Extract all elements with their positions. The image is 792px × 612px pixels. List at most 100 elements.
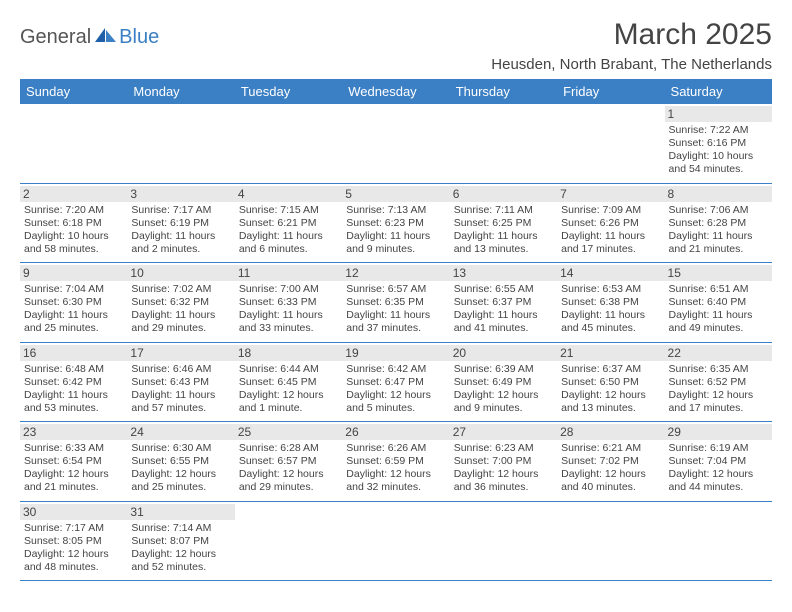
day-details: Sunrise: 7:09 AMSunset: 6:26 PMDaylight:… xyxy=(561,204,660,257)
day-details: Sunrise: 6:51 AMSunset: 6:40 PMDaylight:… xyxy=(669,283,768,336)
day-number: 20 xyxy=(450,345,557,361)
day-details: Sunrise: 6:46 AMSunset: 6:43 PMDaylight:… xyxy=(131,363,230,416)
calendar-row: 23 Sunrise: 6:33 AMSunset: 6:54 PMDayligh… xyxy=(20,422,772,502)
day-details: Sunrise: 6:55 AMSunset: 6:37 PMDaylight:… xyxy=(454,283,553,336)
logo: General Blue xyxy=(20,26,159,49)
calendar-cell xyxy=(342,501,449,581)
calendar-cell: 9Sunrise: 7:04 AMSunset: 6:30 PMDaylight… xyxy=(20,263,127,343)
calendar-row: 1Sunrise: 7:22 AMSunset: 6:16 PMDaylight… xyxy=(20,104,772,183)
calendar-cell: 5 Sunrise: 7:13 AMSunset: 6:23 PMDaylight… xyxy=(342,183,449,263)
calendar-cell: 27 Sunrise: 6:23 AMSunset: 7:00 PMDayligh… xyxy=(450,422,557,502)
calendar-cell xyxy=(450,501,557,581)
day-details: Sunrise: 6:53 AMSunset: 6:38 PMDaylight:… xyxy=(561,283,660,336)
day-number: 13 xyxy=(450,265,557,281)
day-number: 5 xyxy=(342,186,449,202)
title-block: March 2025 Heusden, North Brabant, The N… xyxy=(491,18,772,73)
day-details: Sunrise: 6:23 AMSunset: 7:00 PMDaylight:… xyxy=(454,442,553,495)
calendar-cell xyxy=(665,501,772,581)
logo-text-general: General xyxy=(20,26,91,49)
day-details: Sunrise: 6:28 AMSunset: 6:57 PMDaylight:… xyxy=(239,442,338,495)
day-details: Sunrise: 7:13 AMSunset: 6:23 PMDaylight:… xyxy=(346,204,445,257)
calendar-cell: 4Sunrise: 7:15 AMSunset: 6:21 PMDaylight… xyxy=(235,183,342,263)
calendar-cell: 18 Sunrise: 6:44 AMSunset: 6:45 PMDayligh… xyxy=(235,342,342,422)
day-number: 14 xyxy=(557,265,664,281)
day-header: Wednesday xyxy=(342,79,449,104)
calendar-cell: 14 Sunrise: 6:53 AMSunset: 6:38 PMDayligh… xyxy=(557,263,664,343)
calendar-table: SundayMondayTuesdayWednesdayThursdayFrid… xyxy=(20,79,772,581)
calendar-cell: 10Sunrise: 7:02 AMSunset: 6:32 PMDayligh… xyxy=(127,263,234,343)
calendar-cell: 13 Sunrise: 6:55 AMSunset: 6:37 PMDayligh… xyxy=(450,263,557,343)
calendar-row: 16Sunrise: 6:48 AMSunset: 6:42 PMDayligh… xyxy=(20,342,772,422)
day-number: 31 xyxy=(127,504,234,520)
day-details: Sunrise: 6:39 AMSunset: 6:49 PMDaylight:… xyxy=(454,363,553,416)
day-details: Sunrise: 7:06 AMSunset: 6:28 PMDaylight:… xyxy=(669,204,768,257)
calendar-cell xyxy=(20,104,127,183)
day-details: Sunrise: 6:21 AMSunset: 7:02 PMDaylight:… xyxy=(561,442,660,495)
day-number: 6 xyxy=(450,186,557,202)
calendar-head: SundayMondayTuesdayWednesdayThursdayFrid… xyxy=(20,79,772,104)
day-number: 3 xyxy=(127,186,234,202)
day-header: Sunday xyxy=(20,79,127,104)
day-number: 12 xyxy=(342,265,449,281)
calendar-cell: 26Sunrise: 6:26 AMSunset: 6:59 PMDayligh… xyxy=(342,422,449,502)
location-text: Heusden, North Brabant, The Netherlands xyxy=(491,56,772,73)
calendar-cell: 28 Sunrise: 6:21 AMSunset: 7:02 PMDayligh… xyxy=(557,422,664,502)
day-details: Sunrise: 7:17 AMSunset: 6:19 PMDaylight:… xyxy=(131,204,230,257)
logo-sail-icon xyxy=(95,26,117,49)
day-details: Sunrise: 6:35 AMSunset: 6:52 PMDaylight:… xyxy=(669,363,768,416)
day-number: 1 xyxy=(665,106,772,122)
calendar-cell xyxy=(342,104,449,183)
calendar-cell xyxy=(557,501,664,581)
day-number: 15 xyxy=(665,265,772,281)
day-number: 4 xyxy=(235,186,342,202)
calendar-cell: 20 Sunrise: 6:39 AMSunset: 6:49 PMDayligh… xyxy=(450,342,557,422)
day-number: 22 xyxy=(665,345,772,361)
calendar-cell: 25 Sunrise: 6:28 AMSunset: 6:57 PMDayligh… xyxy=(235,422,342,502)
page-header: General Blue March 2025 Heusden, North B… xyxy=(20,18,772,73)
day-number: 9 xyxy=(20,265,127,281)
calendar-row: 9Sunrise: 7:04 AMSunset: 6:30 PMDaylight… xyxy=(20,263,772,343)
day-number: 27 xyxy=(450,424,557,440)
day-header: Saturday xyxy=(665,79,772,104)
calendar-cell: 2Sunrise: 7:20 AMSunset: 6:18 PMDaylight… xyxy=(20,183,127,263)
calendar-cell xyxy=(450,104,557,183)
month-title: March 2025 xyxy=(491,18,772,52)
calendar-cell: 17 Sunrise: 6:46 AMSunset: 6:43 PMDayligh… xyxy=(127,342,234,422)
day-details: Sunrise: 6:37 AMSunset: 6:50 PMDaylight:… xyxy=(561,363,660,416)
day-number: 8 xyxy=(665,186,772,202)
day-number: 18 xyxy=(235,345,342,361)
day-number: 23 xyxy=(20,424,127,440)
calendar-row: 2Sunrise: 7:20 AMSunset: 6:18 PMDaylight… xyxy=(20,183,772,263)
day-details: Sunrise: 6:44 AMSunset: 6:45 PMDaylight:… xyxy=(239,363,338,416)
day-number: 29 xyxy=(665,424,772,440)
calendar-row: 30Sunrise: 7:17 AMSunset: 8:05 PMDayligh… xyxy=(20,501,772,581)
day-details: Sunrise: 6:30 AMSunset: 6:55 PMDaylight:… xyxy=(131,442,230,495)
day-number: 17 xyxy=(127,345,234,361)
calendar-body: 1Sunrise: 7:22 AMSunset: 6:16 PMDaylight… xyxy=(20,104,772,581)
day-details: Sunrise: 6:48 AMSunset: 6:42 PMDaylight:… xyxy=(24,363,123,416)
day-number: 28 xyxy=(557,424,664,440)
calendar-cell: 12 Sunrise: 6:57 AMSunset: 6:35 PMDayligh… xyxy=(342,263,449,343)
logo-text-blue: Blue xyxy=(119,26,159,49)
day-header: Friday xyxy=(557,79,664,104)
day-number: 24 xyxy=(127,424,234,440)
day-details: Sunrise: 6:57 AMSunset: 6:35 PMDaylight:… xyxy=(346,283,445,336)
day-details: Sunrise: 7:00 AMSunset: 6:33 PMDaylight:… xyxy=(239,283,338,336)
day-header: Monday xyxy=(127,79,234,104)
day-number: 21 xyxy=(557,345,664,361)
calendar-cell xyxy=(235,501,342,581)
day-number: 10 xyxy=(127,265,234,281)
calendar-cell: 6Sunrise: 7:11 AMSunset: 6:25 PMDaylight… xyxy=(450,183,557,263)
day-number: 11 xyxy=(235,265,342,281)
calendar-cell xyxy=(127,104,234,183)
day-details: Sunrise: 6:42 AMSunset: 6:47 PMDaylight:… xyxy=(346,363,445,416)
calendar-cell: 19 Sunrise: 6:42 AMSunset: 6:47 PMDayligh… xyxy=(342,342,449,422)
calendar-cell xyxy=(235,104,342,183)
day-number: 19 xyxy=(342,345,449,361)
day-number: 2 xyxy=(20,186,127,202)
day-number: 25 xyxy=(235,424,342,440)
calendar-cell: 1Sunrise: 7:22 AMSunset: 6:16 PMDaylight… xyxy=(665,104,772,183)
day-details: Sunrise: 7:14 AMSunset: 8:07 PMDaylight:… xyxy=(131,522,230,575)
day-details: Sunrise: 6:33 AMSunset: 6:54 PMDaylight:… xyxy=(24,442,123,495)
calendar-cell: 24 Sunrise: 6:30 AMSunset: 6:55 PMDayligh… xyxy=(127,422,234,502)
